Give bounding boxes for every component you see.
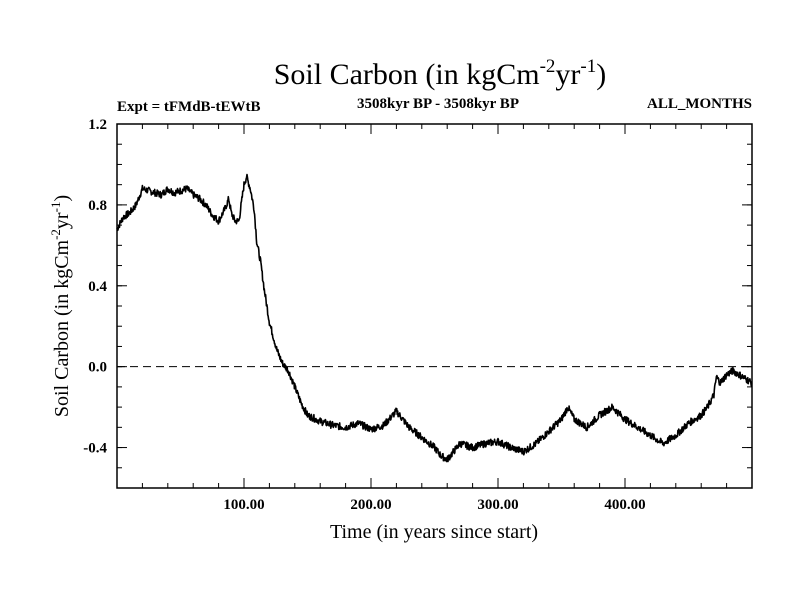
x-tick-label: 300.00 — [477, 497, 518, 513]
y-tick-label: 1.2 — [88, 117, 107, 133]
season-label: ALL_MONTHS — [647, 96, 752, 112]
series-line-soil-carbon — [116, 173, 753, 463]
x-tick-label: 200.00 — [350, 497, 391, 513]
y-tick-label: -0.4 — [83, 441, 107, 457]
y-tick-label: 0.0 — [88, 360, 107, 376]
axis-tick-labels: 1.2 0.8 0.4 0.0 -0.4 100.00 200.00 300.00 400.00 — [83, 117, 645, 513]
plot-area — [116, 123, 753, 489]
chart-title: Soil Carbon (in kgCm-2yr-1) — [274, 56, 607, 91]
x-tick-label: 100.00 — [223, 497, 264, 513]
y-tick-label: 0.4 — [88, 279, 107, 295]
y-axis-label: Soil Carbon (in kgCm-2yr-1) — [48, 195, 73, 417]
x-axis-label: Time (in years since start) — [330, 521, 538, 543]
axis-ticks — [117, 123, 752, 489]
x-tick-label: 400.00 — [604, 497, 645, 513]
period-label: 3508kyr BP - 3508kyr BP — [357, 96, 519, 112]
y-tick-label: 0.8 — [88, 198, 107, 214]
experiment-label: Expt = tFMdB-tEWtB — [117, 99, 261, 115]
